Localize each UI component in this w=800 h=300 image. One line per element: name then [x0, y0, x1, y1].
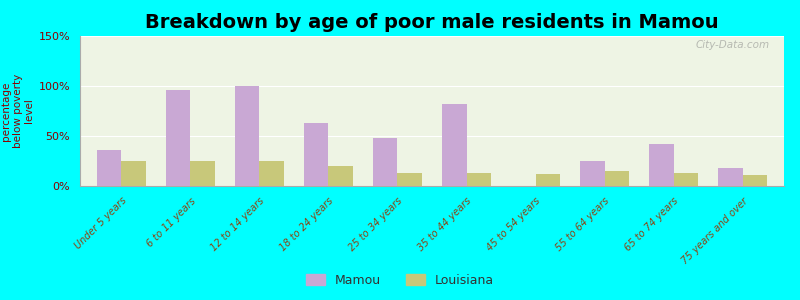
Bar — [718, 168, 742, 186]
Bar — [190, 161, 214, 186]
Bar — [605, 171, 629, 186]
Bar — [398, 173, 422, 186]
Bar — [466, 173, 490, 186]
Bar — [374, 138, 398, 186]
Bar — [742, 175, 766, 186]
Text: City-Data.com: City-Data.com — [696, 40, 770, 50]
Bar — [650, 144, 674, 186]
Bar — [535, 174, 560, 186]
Bar — [580, 161, 605, 186]
Bar — [166, 90, 190, 186]
Bar — [304, 123, 329, 186]
Bar — [329, 166, 353, 186]
Y-axis label: percentage
below poverty
level: percentage below poverty level — [2, 74, 34, 148]
Legend: Mamou, Louisiana: Mamou, Louisiana — [302, 270, 498, 291]
Bar — [442, 104, 466, 186]
Bar — [235, 86, 259, 186]
Bar — [674, 173, 698, 186]
Title: Breakdown by age of poor male residents in Mamou: Breakdown by age of poor male residents … — [145, 13, 719, 32]
Bar — [98, 150, 122, 186]
Bar — [122, 161, 146, 186]
Bar — [259, 161, 284, 186]
